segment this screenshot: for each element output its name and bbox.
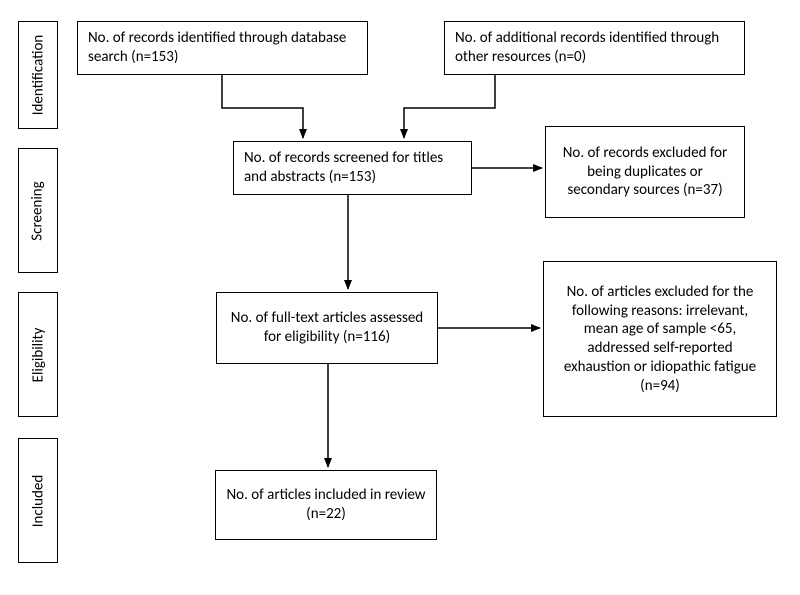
node-duplicates-excluded: No. of records excluded for being duplic… (545, 126, 745, 218)
node-articles-excluded-text: No. of articles excluded for the followi… (554, 283, 766, 396)
stage-screening-label: Screening (29, 181, 47, 240)
node-fulltext-text: No. of full-text articles assessed for e… (227, 309, 427, 347)
node-db-search-text: No. of records identified through databa… (88, 29, 357, 67)
stage-eligibility-label: Eligibility (29, 327, 47, 382)
node-other-resources-text: No. of additional records identified thr… (455, 29, 734, 67)
stage-eligibility: Eligibility (18, 292, 58, 417)
stage-screening: Screening (18, 148, 58, 273)
node-in-review: No. of articles included in review (n=22… (215, 470, 437, 540)
node-db-search: No. of records identified through databa… (77, 21, 368, 75)
node-articles-excluded: No. of articles excluded for the followi… (543, 261, 777, 417)
node-screened: No. of records screened for titles and a… (233, 141, 472, 195)
node-duplicates-excluded-text: No. of records excluded for being duplic… (556, 144, 734, 200)
arrow-db-to-screened (222, 75, 303, 138)
stage-included-label: Included (29, 474, 47, 527)
arrow-other-to-screened (404, 75, 495, 138)
node-fulltext: No. of full-text articles assessed for e… (216, 292, 438, 364)
stage-included: Included (18, 438, 58, 563)
node-other-resources: No. of additional records identified thr… (444, 21, 745, 75)
stage-identification-label: Identification (29, 35, 47, 116)
stage-identification: Identification (18, 21, 58, 129)
node-in-review-text: No. of articles included in review (n=22… (226, 486, 426, 524)
node-screened-text: No. of records screened for titles and a… (244, 149, 461, 187)
